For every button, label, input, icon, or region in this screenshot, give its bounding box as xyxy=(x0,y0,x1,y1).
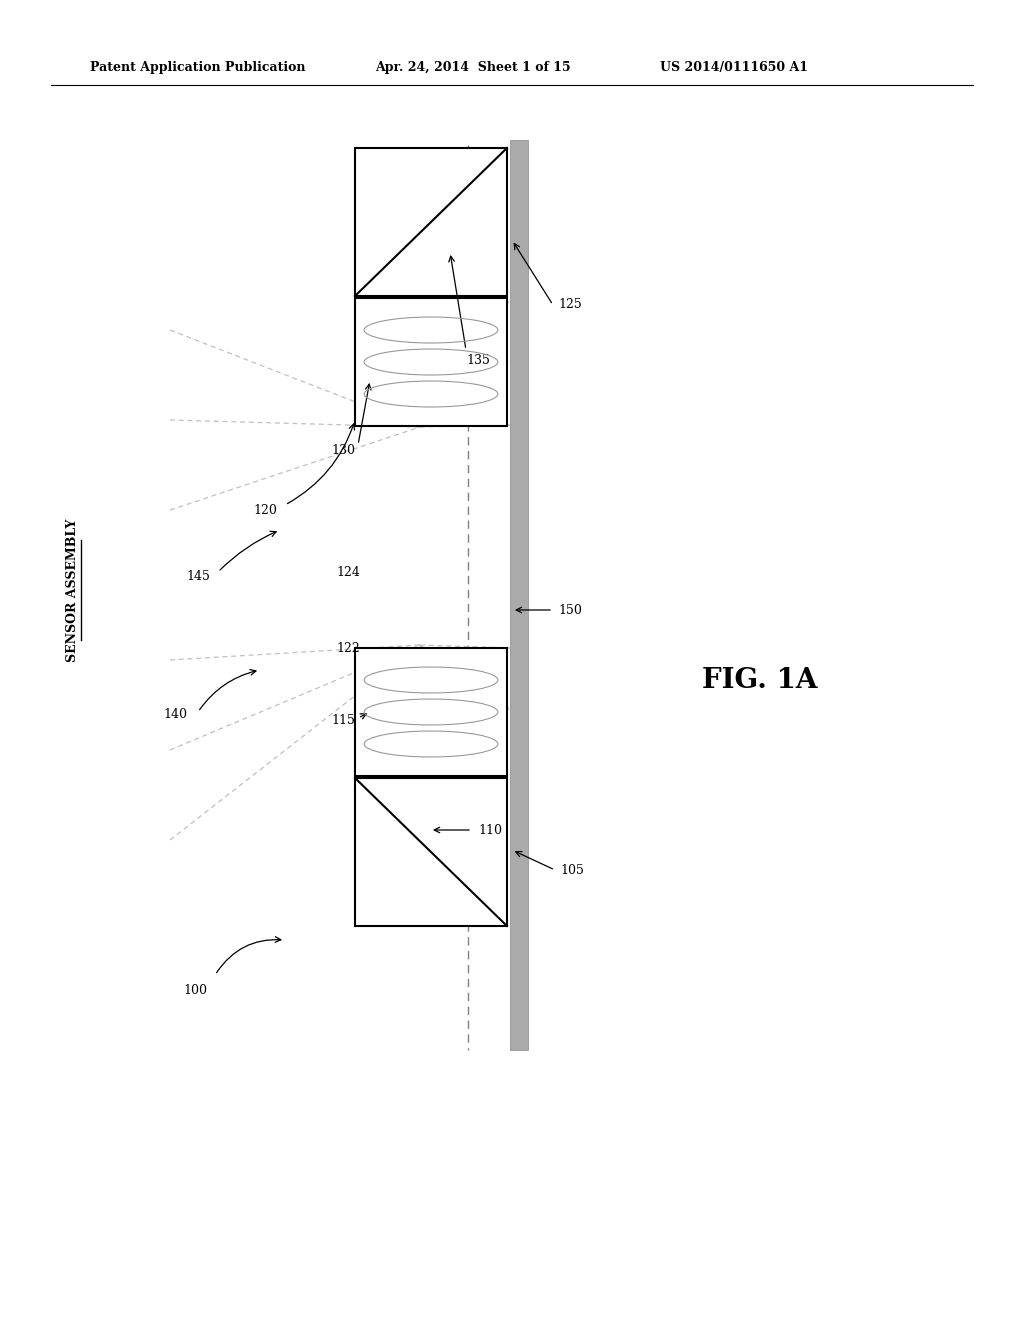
Text: 150: 150 xyxy=(558,603,582,616)
Text: Apr. 24, 2014  Sheet 1 of 15: Apr. 24, 2014 Sheet 1 of 15 xyxy=(375,62,570,74)
Text: 135: 135 xyxy=(466,354,489,367)
Bar xyxy=(355,148,507,296)
Bar xyxy=(510,140,528,1049)
Text: Patent Application Publication: Patent Application Publication xyxy=(90,62,305,74)
Text: 105: 105 xyxy=(560,863,584,876)
Bar xyxy=(355,777,507,927)
Text: 100: 100 xyxy=(183,983,207,997)
Text: SENSOR ASSEMBLY: SENSOR ASSEMBLY xyxy=(66,519,79,661)
Text: 110: 110 xyxy=(478,824,502,837)
Text: 124: 124 xyxy=(336,565,360,578)
Text: FIG. 1A: FIG. 1A xyxy=(702,667,818,693)
Text: US 2014/0111650 A1: US 2014/0111650 A1 xyxy=(660,62,808,74)
Text: 145: 145 xyxy=(186,570,210,583)
Text: 140: 140 xyxy=(163,709,187,722)
Text: 120: 120 xyxy=(253,503,276,516)
Bar xyxy=(355,648,507,776)
Text: 130: 130 xyxy=(331,444,355,457)
Text: 125: 125 xyxy=(558,298,582,312)
Bar xyxy=(355,298,507,426)
Text: 115: 115 xyxy=(331,714,355,726)
Text: 122: 122 xyxy=(336,642,360,655)
